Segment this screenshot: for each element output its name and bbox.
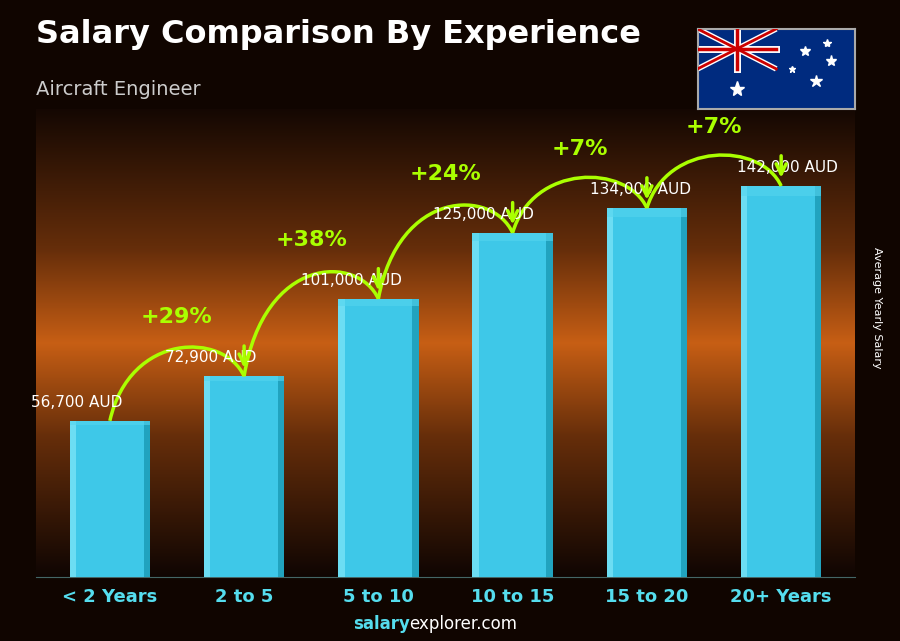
Text: explorer.com: explorer.com bbox=[410, 615, 518, 633]
Bar bbox=[680, 208, 688, 577]
Bar bbox=[338, 299, 418, 577]
Text: +38%: +38% bbox=[275, 229, 347, 250]
Bar bbox=[472, 233, 553, 242]
Bar bbox=[412, 299, 418, 577]
Text: Average Yearly Salary: Average Yearly Salary bbox=[872, 247, 883, 369]
Text: 125,000 AUD: 125,000 AUD bbox=[433, 207, 534, 222]
Text: +7%: +7% bbox=[686, 117, 742, 137]
Text: +24%: +24% bbox=[410, 163, 482, 184]
Bar bbox=[203, 376, 211, 577]
Text: 72,900 AUD: 72,900 AUD bbox=[165, 350, 256, 365]
Text: Aircraft Engineer: Aircraft Engineer bbox=[36, 80, 201, 99]
Text: 142,000 AUD: 142,000 AUD bbox=[737, 160, 838, 175]
Bar bbox=[278, 376, 284, 577]
Bar bbox=[741, 186, 822, 196]
Bar bbox=[741, 186, 747, 577]
Bar bbox=[607, 208, 688, 217]
Bar bbox=[69, 421, 76, 577]
Text: Salary Comparison By Experience: Salary Comparison By Experience bbox=[36, 19, 641, 50]
Text: 134,000 AUD: 134,000 AUD bbox=[590, 182, 690, 197]
Bar bbox=[472, 233, 479, 577]
Text: salary: salary bbox=[353, 615, 410, 633]
Text: +7%: +7% bbox=[552, 139, 608, 159]
Text: +29%: +29% bbox=[141, 307, 213, 327]
Bar bbox=[815, 186, 822, 577]
Bar bbox=[69, 421, 150, 577]
Text: 101,000 AUD: 101,000 AUD bbox=[302, 273, 402, 288]
Bar bbox=[69, 421, 150, 425]
Bar bbox=[607, 208, 688, 577]
Bar bbox=[741, 186, 822, 577]
Bar bbox=[203, 376, 284, 577]
Bar bbox=[472, 233, 553, 577]
Bar bbox=[338, 299, 418, 306]
Bar bbox=[607, 208, 613, 577]
Bar bbox=[546, 233, 553, 577]
Bar bbox=[144, 421, 150, 577]
Text: 56,700 AUD: 56,700 AUD bbox=[31, 395, 122, 410]
Bar bbox=[338, 299, 345, 577]
Bar bbox=[203, 376, 284, 381]
